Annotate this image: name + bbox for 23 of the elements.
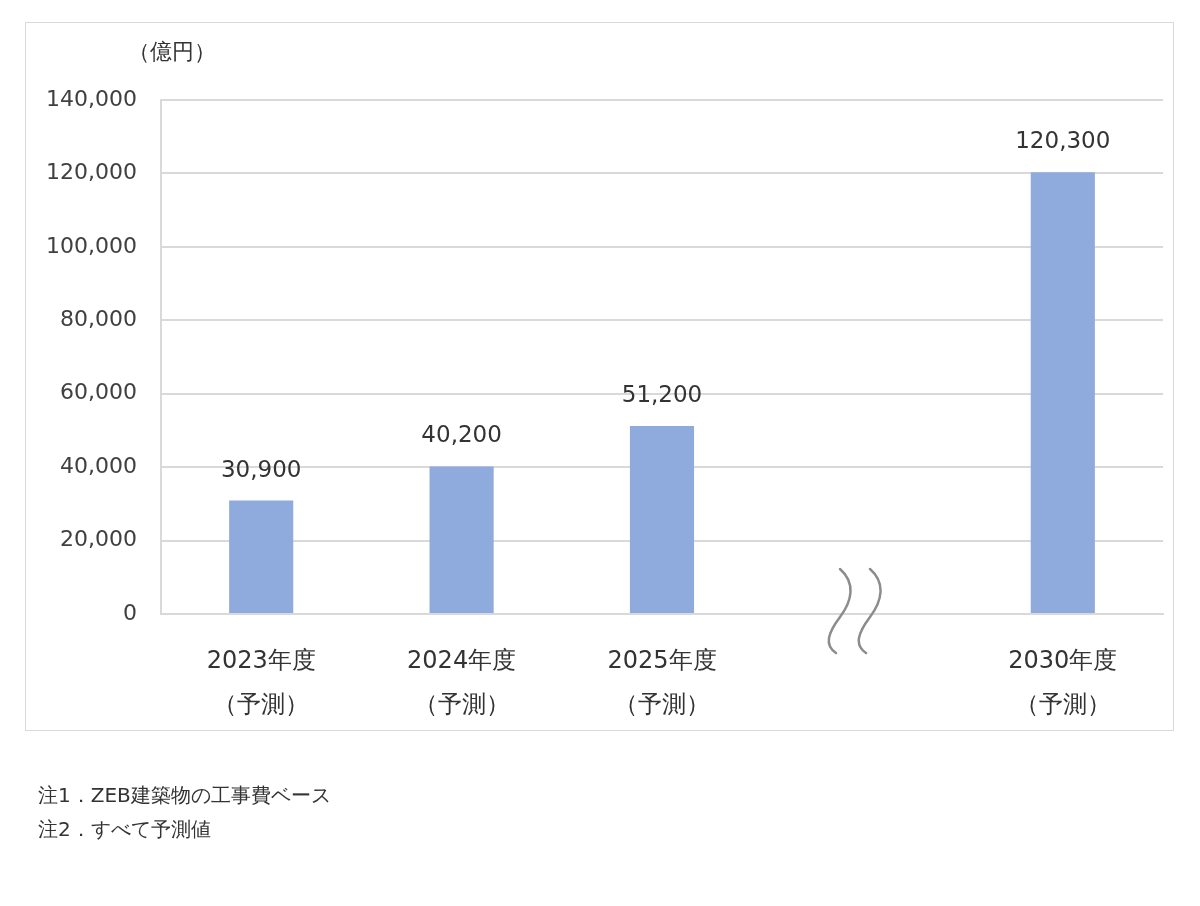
data-label: 30,900 [220, 455, 302, 482]
y-tick-label: 140,000 [46, 85, 137, 111]
y-tick-label: 100,000 [46, 232, 137, 258]
bar [229, 500, 294, 613]
x-tick-label: 2023年度（予測） [206, 646, 316, 719]
y-tick-label: 40,000 [60, 452, 137, 478]
data-label: 40,200 [421, 421, 502, 448]
y-tick-label: 80,000 [60, 306, 137, 331]
bar [429, 466, 494, 613]
y-tick-label: 20,000 [60, 526, 137, 552]
bar [1030, 172, 1095, 613]
y-tick-label: 0 [123, 599, 137, 625]
y-tick-label: 60,000 [60, 379, 137, 405]
data-label: 120,300 [1015, 127, 1111, 154]
x-tick-label: 2025年度（予測） [607, 646, 717, 719]
text: 注1．ZEB建築物の工事費ベース [38, 782, 331, 809]
y-tick-label: 120,000 [46, 159, 137, 185]
x-tick-label: 2030年度（予測） [1008, 646, 1118, 719]
bar [629, 426, 695, 613]
x-tick-label: 2024年度（予測） [407, 646, 517, 719]
text: 注2．すべて予測値 [38, 816, 212, 843]
y-axis-title: （億円） [128, 38, 216, 66]
data-label: 51,200 [621, 380, 703, 407]
